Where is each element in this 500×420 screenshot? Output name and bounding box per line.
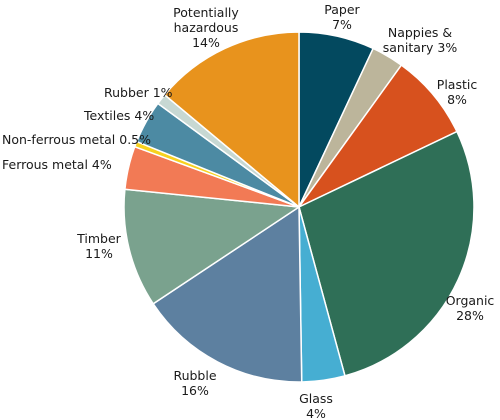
slice-label-6: Timber 11%	[76, 231, 122, 261]
slice-label-10: Rubber 1%	[104, 85, 173, 100]
pie-slice-11	[163, 31, 300, 209]
slice-label-0: Paper 7%	[324, 2, 360, 32]
pie-slice-3	[298, 130, 475, 377]
slice-label-1: Nappies & sanitary 3%	[383, 25, 458, 55]
pie-slice-5	[152, 205, 303, 383]
slice-label-2: Plastic 8%	[437, 77, 478, 107]
slice-label-3: Organic 28%	[446, 293, 495, 323]
pie-slices	[123, 31, 475, 383]
slice-label-9: Textiles 4%	[83, 108, 154, 123]
slice-label-8: Non-ferrous metal 0.5%	[2, 132, 151, 147]
slice-label-11: Potentially hazardous 14%	[173, 5, 239, 50]
slice-label-4: Glass 4%	[299, 391, 333, 420]
pie-slice-6	[123, 188, 302, 305]
pie-labels: Paper 7% Nappies & sanitary 3% Plastic 8% Orga…	[2, 2, 494, 420]
slice-label-5: Rubble 16%	[173, 368, 216, 398]
slice-label-7: Ferrous metal 4%	[2, 157, 112, 172]
